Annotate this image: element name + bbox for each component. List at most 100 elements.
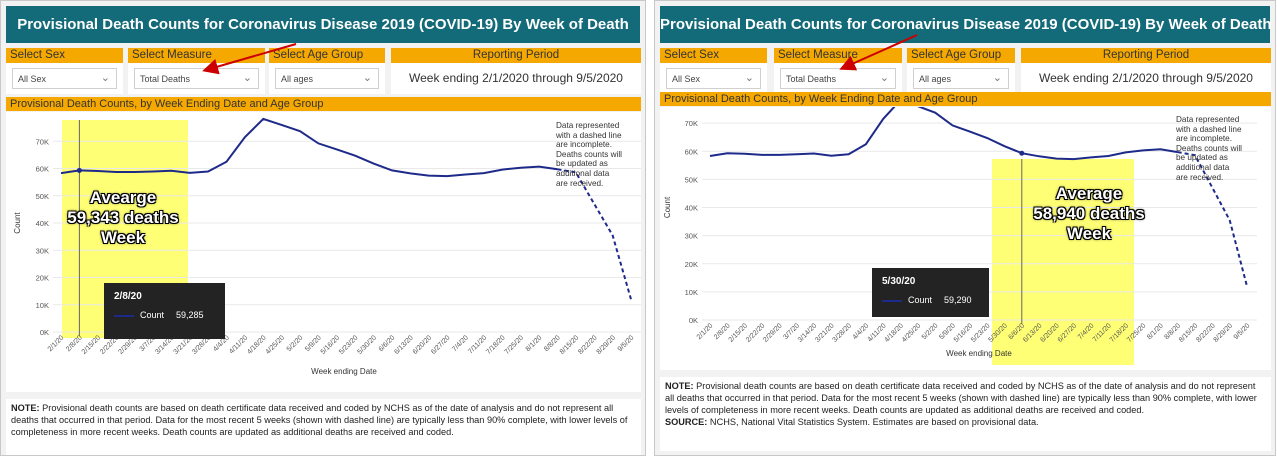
measure-dropdown[interactable]: Total Deaths ⌄	[780, 68, 896, 89]
x-tick-label: 8/15/20	[559, 334, 581, 356]
data-note-line: Deaths counts will	[1176, 143, 1242, 153]
data-note-line: additional data	[1176, 162, 1230, 172]
x-tick-label: 5/23/20	[338, 334, 360, 356]
data-note-line: with a dashed line	[1176, 124, 1242, 134]
reporting-period-label: Reporting Period	[391, 48, 641, 63]
chart-title: Provisional Death Counts, by Week Ending…	[6, 97, 641, 111]
age-filter: Select Age Group All ages ⌄	[907, 48, 1015, 94]
x-tick-label: 7/25/20	[504, 334, 526, 356]
x-tick-label: 9/5/20	[1233, 322, 1252, 341]
age-filter-label: Select Age Group	[907, 48, 1015, 63]
x-tick-label: 5/2/20	[286, 334, 305, 353]
y-tick-label: 30K	[36, 246, 49, 255]
reporting-period-value: Week ending 2/1/2020 through 9/5/2020	[409, 71, 623, 85]
average-highlight-band	[992, 159, 1134, 365]
measure-filter-label: Select Measure	[774, 48, 902, 63]
x-tick-label: 5/2/20	[921, 322, 940, 341]
x-tick-label: 3/28/20	[832, 322, 854, 344]
y-tick-label: 20K	[685, 260, 698, 269]
measure-dropdown[interactable]: Total Deaths ⌄	[134, 68, 259, 89]
left-dashboard-panel: Provisional Death Counts for Coronavirus…	[0, 0, 646, 456]
measure-dropdown-value: Total Deaths	[786, 74, 837, 84]
incomplete-data-note: Data represented with a dashed line are …	[556, 121, 622, 188]
sex-dropdown[interactable]: All Sex ⌄	[12, 68, 117, 89]
measure-filter: Select Measure Total Deaths ⌄	[774, 48, 902, 94]
reporting-period: Reporting Period Week ending 2/1/2020 th…	[391, 48, 641, 94]
average-unit: Week	[100, 228, 146, 247]
chevron-down-icon: ⌄	[362, 72, 372, 84]
measure-dropdown-value: Total Deaths	[140, 74, 191, 84]
data-note-line: are incomplete.	[1176, 134, 1232, 144]
page-title: Provisional Death Counts for Coronavirus…	[6, 6, 640, 43]
sex-filter-label: Select Sex	[6, 48, 123, 63]
series-swatch	[882, 299, 902, 302]
y-tick-label: 0K	[689, 316, 698, 325]
x-tick-label: 5/30/20	[357, 334, 379, 356]
note-label: NOTE:	[665, 381, 694, 391]
note-label: NOTE:	[11, 403, 40, 413]
sex-dropdown[interactable]: All Sex ⌄	[666, 68, 761, 89]
chevron-down-icon: ⌄	[992, 72, 1002, 84]
x-axis-label: Week ending Date	[946, 349, 1012, 358]
series-line-dashed	[1177, 151, 1248, 287]
x-tick-label: 2/1/20	[696, 322, 715, 341]
tooltip-row: Count 59,290	[882, 295, 972, 305]
chart-title: Provisional Death Counts, by Week Ending…	[660, 92, 1271, 106]
x-tick-label: 6/13/20	[393, 334, 415, 356]
tooltip-series: Count	[908, 295, 933, 305]
series-swatch	[114, 314, 134, 317]
x-tick-label: 6/27/20	[430, 334, 452, 356]
x-tick-label: 6/20/20	[412, 334, 434, 356]
y-tick-label: 60K	[36, 165, 49, 174]
age-dropdown[interactable]: All ages ⌄	[913, 68, 1009, 89]
y-tick-label: 60K	[685, 147, 698, 156]
age-dropdown[interactable]: All ages ⌄	[275, 68, 379, 89]
x-axis-label: Week ending Date	[311, 367, 377, 376]
x-tick-label: 8/29/20	[596, 334, 618, 356]
chevron-down-icon: ⌄	[879, 72, 889, 84]
sex-dropdown-value: All Sex	[18, 74, 47, 84]
age-dropdown-value: All ages	[281, 74, 314, 84]
y-tick-label: 0K	[40, 328, 49, 337]
line-chart[interactable]: 0K10K20K30K40K50K60K70KCount2/1/202/8/20…	[660, 107, 1271, 370]
sex-filter: Select Sex All Sex ⌄	[660, 48, 767, 94]
right-dashboard-panel: Provisional Death Counts for Coronavirus…	[654, 0, 1276, 456]
hover-point	[1019, 150, 1025, 156]
y-tick-label: 40K	[36, 219, 49, 228]
chart-area: 0K 10K 20K 30K 40K 50K 60K 70K Count 2/1/20 2/8/20…	[660, 107, 1271, 370]
x-tick-label: 8/1/20	[525, 334, 544, 353]
y-tick-label: 20K	[36, 274, 49, 283]
x-tick-label: 4/18/20	[246, 334, 268, 356]
x-tick-label: 9/5/20	[617, 334, 636, 353]
data-note-line: are incomplete.	[556, 140, 612, 150]
chart-tooltip: 2/8/20 Count 59,285	[104, 283, 225, 339]
reporting-period-label: Reporting Period	[1021, 48, 1271, 63]
series-line-solid	[60, 117, 558, 178]
average-annotation: Average 58,940 deaths Week	[1024, 184, 1154, 244]
y-axis-label: Count	[663, 196, 672, 218]
sex-filter: Select Sex All Sex ⌄	[6, 48, 123, 94]
measure-filter: Select Measure Total Deaths ⌄	[128, 48, 265, 94]
y-tick-label: 10K	[685, 288, 698, 297]
data-note-line: Deaths counts will	[556, 149, 622, 159]
x-tick-label: 2/1/20	[47, 334, 66, 353]
data-note-line: additional data	[556, 168, 610, 178]
x-tick-label: 8/1/20	[1146, 322, 1165, 341]
x-tick-label: 4/11/20	[228, 334, 249, 355]
data-note-line: are received.	[556, 178, 604, 188]
x-tick-label: 4/25/20	[265, 334, 287, 356]
tooltip-value: 59,290	[944, 295, 972, 305]
x-tick-label: 7/11/20	[467, 334, 488, 355]
y-axis-label: Count	[13, 212, 22, 234]
x-tick-label: 7/18/20	[485, 334, 507, 356]
source-label: SOURCE:	[665, 417, 708, 427]
y-tick-label: 30K	[685, 232, 698, 241]
x-tick-label: 4/25/20	[901, 322, 923, 344]
series-line-solid	[709, 107, 1178, 161]
source-paragraph: SOURCE: NCHS, National Vital Statistics …	[665, 416, 1266, 428]
tooltip-row: Count 59,285	[114, 310, 204, 320]
x-tick-label: 8/22/20	[577, 334, 599, 356]
data-note-line: be updated as	[556, 159, 608, 169]
average-unit: Week	[1066, 224, 1112, 243]
